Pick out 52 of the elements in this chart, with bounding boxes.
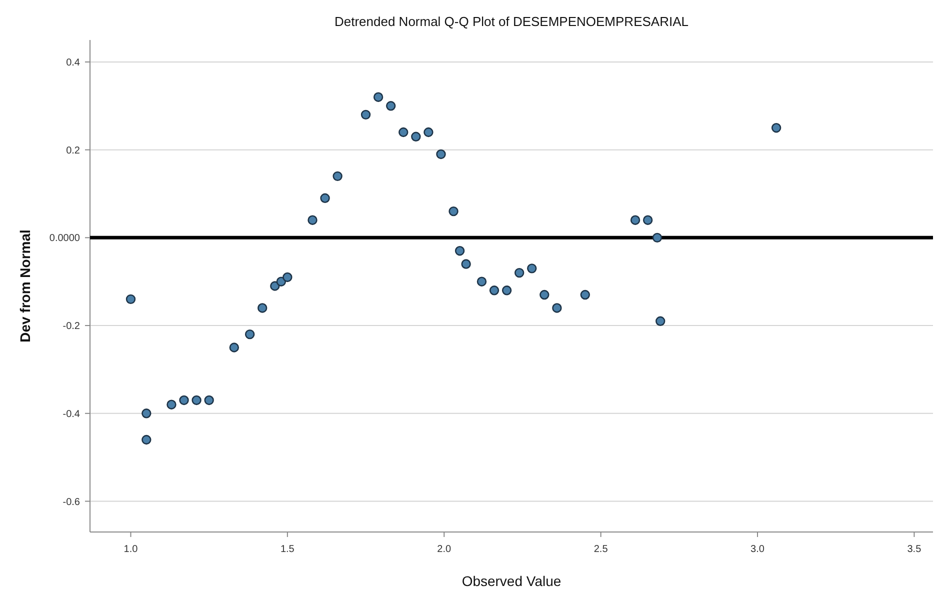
y-tick-label: 0.2	[66, 145, 80, 156]
point	[771, 123, 782, 133]
point	[454, 246, 465, 256]
point	[142, 434, 152, 445]
y-tick-label: 0.0000	[49, 233, 80, 244]
y-tick-label: -0.6	[62, 496, 80, 508]
point	[630, 215, 640, 225]
point	[386, 101, 396, 111]
y-axis-title: Dev from Normal	[17, 230, 33, 342]
point	[642, 215, 653, 225]
point	[179, 395, 189, 406]
x-tick-label: 3.5	[907, 544, 922, 555]
point	[436, 149, 446, 160]
point	[142, 408, 152, 418]
point	[424, 127, 434, 138]
chart-title: Detrended Normal Q-Q Plot of DESEMPENOEMPRESARIAL	[334, 14, 689, 29]
point	[192, 395, 202, 406]
point	[461, 259, 471, 269]
point	[411, 132, 421, 142]
point	[308, 215, 318, 225]
point	[540, 290, 550, 300]
x-tick-label: 1.5	[280, 544, 295, 555]
y-tick-label: -0.4	[62, 408, 80, 420]
point	[320, 193, 330, 203]
y-tick-label: -0.2	[62, 321, 80, 332]
point	[244, 329, 255, 340]
point	[476, 276, 487, 286]
point	[373, 92, 384, 102]
point	[527, 264, 537, 274]
x-tick-label: 2.0	[437, 544, 452, 555]
x-tick-label: 3.0	[750, 544, 765, 555]
point	[652, 232, 662, 243]
x-axis-title: Observed Value	[462, 573, 562, 589]
point	[166, 400, 176, 410]
point	[332, 171, 342, 182]
point	[229, 342, 240, 352]
x-tick-label: 1.0	[124, 544, 138, 555]
y-tick-label: 0.4	[66, 57, 80, 68]
point	[502, 286, 512, 296]
point	[258, 303, 268, 313]
point	[656, 316, 666, 326]
point	[552, 303, 562, 313]
point	[360, 110, 371, 120]
point	[398, 127, 408, 138]
point	[126, 294, 136, 304]
point	[282, 272, 292, 282]
point	[489, 286, 500, 296]
point	[448, 206, 458, 216]
point	[514, 268, 524, 278]
point	[204, 395, 214, 406]
point	[580, 290, 590, 300]
x-tick-label: 2.5	[594, 544, 608, 555]
